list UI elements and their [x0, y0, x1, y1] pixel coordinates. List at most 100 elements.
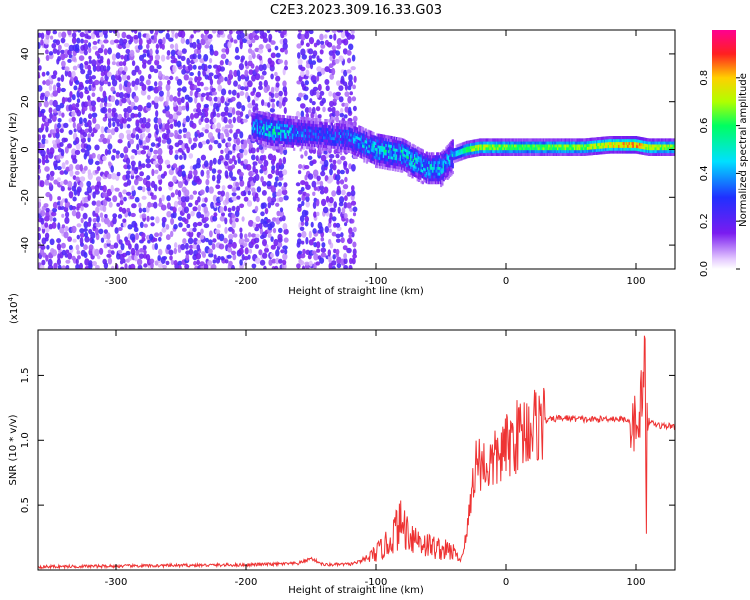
- spectrogram-cell: [41, 123, 45, 131]
- spectrogram-cell: [571, 152, 574, 156]
- spectrogram-cell: [263, 79, 268, 88]
- spectrogram-cell: [538, 144, 541, 148]
- spectrogram-cell: [536, 141, 539, 145]
- spectrogram-cell: [165, 224, 170, 230]
- spectrogram-cell: [211, 87, 216, 92]
- spectrogram-cell: [290, 135, 293, 140]
- spectrogram-cell: [365, 154, 369, 158]
- spectrogram-cell: [597, 148, 600, 152]
- spectrogram-cell: [336, 148, 339, 152]
- spectrogram-cell: [462, 142, 465, 146]
- spectrogram-cell: [313, 118, 317, 122]
- spectrogram-cell: [469, 148, 473, 152]
- spectrogram-cell: [651, 141, 655, 145]
- spectrogram-cell: [527, 152, 530, 156]
- spectrogram-cell: [321, 135, 324, 140]
- spectrogram-cell: [365, 137, 369, 141]
- spectrogram-cell: [298, 119, 301, 123]
- spectrogram-cell: [449, 150, 452, 155]
- spectrogram-cell: [401, 146, 404, 150]
- spectrogram-cell: [640, 148, 643, 152]
- spectrogram-cell: [268, 33, 273, 41]
- spectrogram-cell: [225, 191, 230, 199]
- spectrogram-cell: [259, 111, 262, 115]
- spectrogram-cell: [628, 136, 631, 140]
- spectrogram-cell: [92, 117, 97, 124]
- spectrogram-cell: [300, 119, 304, 123]
- spectrogram-cell: [196, 80, 201, 87]
- spectrogram-cell: [271, 142, 274, 146]
- spectrogram-cell: [585, 146, 588, 150]
- spectrogram-cell: [272, 140, 275, 144]
- spectrogram-cell: [636, 147, 639, 151]
- spectrogram-cell: [441, 168, 444, 172]
- spectrogram-cell: [614, 138, 617, 143]
- spectrogram-cell: [60, 74, 65, 82]
- spectrogram-cell: [352, 131, 356, 135]
- spectrogram-cell: [272, 142, 275, 147]
- spectrogram-cell: [362, 138, 365, 142]
- spectrogram-cell: [48, 107, 53, 114]
- spectrogram-cell: [372, 146, 375, 150]
- spectrogram-cell: [360, 138, 363, 142]
- spectrogram-cell: [386, 152, 389, 156]
- spectrogram-cell: [484, 152, 487, 156]
- spectrogram-cell: [115, 52, 121, 59]
- spectrogram-cell: [287, 127, 291, 131]
- spectrogram-cell: [239, 148, 245, 153]
- spectrogram-cell: [106, 128, 112, 134]
- spectrogram-cell: [111, 117, 116, 122]
- spectrogram-cell: [658, 144, 661, 148]
- spectrogram-cell: [61, 265, 67, 269]
- spectrogram-cell: [311, 60, 317, 65]
- spectrogram-cell: [283, 148, 288, 156]
- spectrogram-cell: [399, 146, 402, 150]
- spectrogram-cell: [126, 179, 132, 186]
- spectrogram-cell: [88, 75, 92, 83]
- spectrogram-cell: [440, 181, 443, 185]
- spectrogram-cell: [346, 121, 349, 125]
- spectrogram-cell: [252, 118, 255, 122]
- spectrogram-cell: [327, 255, 332, 261]
- spectrogram-cell: [408, 148, 411, 152]
- spectrogram-cell: [310, 126, 313, 130]
- spectrogram-cell: [321, 130, 324, 134]
- spectrogram-cell: [450, 160, 453, 165]
- spectrogram-cell: [92, 45, 98, 50]
- spectrogram-cell: [236, 205, 240, 212]
- spectrogram-cell: [602, 142, 605, 146]
- spectrogram-cell: [331, 190, 337, 197]
- spectrogram-cell: [56, 49, 60, 56]
- spectrogram-cell: [489, 144, 492, 148]
- spectrogram-cell: [270, 185, 276, 193]
- spectrogram-cell: [334, 128, 337, 132]
- spectrogram-cell: [49, 99, 54, 106]
- spectrogram-cell: [456, 155, 460, 159]
- spectrogram-cell: [476, 153, 479, 157]
- spectrogram-cell: [406, 140, 409, 144]
- spectrogram-cell: [451, 142, 454, 146]
- spectrogram-cell: [231, 221, 236, 229]
- spectrogram-cell: [445, 146, 448, 150]
- spectrogram-cell: [507, 152, 510, 156]
- spectrogram-cell: [300, 80, 305, 88]
- spectrogram-cell: [651, 138, 655, 142]
- spectrogram-cell: [58, 110, 62, 117]
- spectrogram-cell: [436, 178, 439, 182]
- spectrogram-cell: [615, 150, 618, 154]
- spectrogram-cell: [264, 129, 267, 133]
- spectrogram-cell: [160, 54, 166, 62]
- spectrogram-cell: [451, 162, 454, 166]
- spectrogram-cell: [137, 69, 142, 75]
- spectrogram-cell: [146, 102, 152, 109]
- spectrogram-cell: [416, 160, 419, 165]
- spectrogram-cell: [651, 149, 655, 154]
- spectrogram-cell: [481, 141, 484, 145]
- spectrogram-cell: [297, 122, 300, 126]
- spectrogram-cell: [143, 223, 148, 228]
- spectrogram-cell: [259, 125, 262, 129]
- spectrogram-cell: [329, 133, 332, 137]
- spectrogram-cell: [386, 155, 389, 159]
- spectrogram-cell: [659, 138, 662, 142]
- spectrogram-cell: [149, 147, 153, 153]
